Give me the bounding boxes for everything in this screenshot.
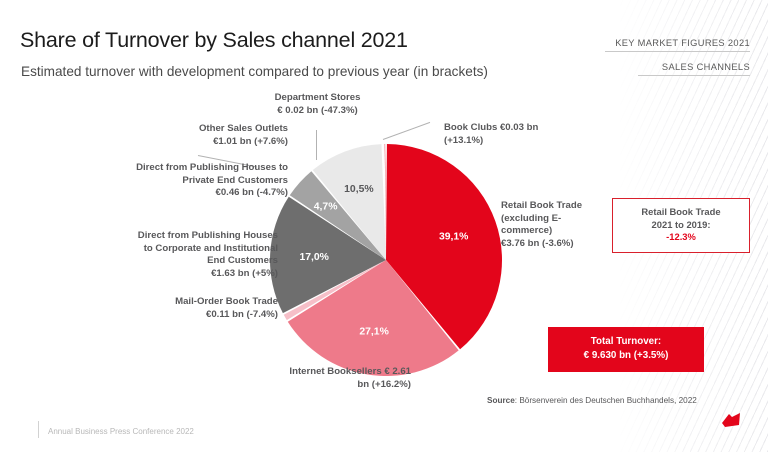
total-turnover-label: Total Turnover:	[590, 336, 662, 347]
callout-retail-book-trade-line2: (excluding E-	[501, 212, 562, 224]
callout-department-stores-line2: € 0.02 bn (-47.3%)	[277, 104, 358, 116]
callout-direct-corporate-line3: End Customers	[207, 255, 278, 267]
total-turnover-box: Total Turnover: € 9.630 bn (+3.5%)	[548, 327, 704, 373]
callout-internet-booksellers: Internet Booksellers € 2.61 bn (+16.2%)	[245, 366, 411, 391]
leader-line-department-stores	[316, 130, 317, 160]
callout-direct-private-line2: Private End Customers	[182, 174, 288, 186]
callout-mail-order-line2: €0.11 bn (-7.4%)	[206, 308, 278, 320]
callout-book-clubs-line2: (+13.1%)	[444, 134, 484, 146]
callout-retail-book-trade-line1: Retail Book Trade	[501, 200, 583, 211]
pie-slice-percent-label: 10,5%	[344, 184, 373, 195]
callout-mail-order-line1: Mail-Order Book Trade	[175, 296, 278, 307]
callout-retail-book-trade-line4: €3.76 bn (-3.6%)	[501, 237, 574, 249]
callout-direct-private-line1: Direct from Publishing Houses to	[136, 162, 288, 173]
callout-internet-booksellers-line2: bn (+16.2%)	[357, 378, 411, 390]
page-subtitle: Estimated turnover with development comp…	[21, 64, 488, 79]
callout-retail-book-trade: Retail Book Trade (excluding E- commerce…	[501, 200, 611, 251]
callout-direct-corporate-end-customers: Direct from Publishing Houses to Corpora…	[48, 230, 278, 281]
comparison-box-value: -12.3%	[666, 231, 696, 243]
callout-other-sales-outlets: Other Sales Outlets €1.01 bn (+7.6%)	[88, 123, 288, 148]
pie-slice	[386, 144, 502, 350]
footer-conference-label: Annual Business Press Conference 2022	[48, 427, 194, 436]
callout-book-clubs-line1: Book Clubs €0.03 bn	[444, 122, 539, 133]
pie-slice	[283, 260, 386, 321]
pie-slice	[287, 260, 459, 376]
callout-direct-private-line3: €0.46 bn (-4.7%)	[215, 187, 288, 199]
callout-department-stores-line1: Department Stores	[274, 92, 361, 103]
pie-slice	[384, 144, 386, 260]
pie-slice-percent-label: 39,1%	[439, 232, 468, 243]
callout-direct-corporate-line2: to Corporate and Institutional	[143, 242, 278, 254]
leader-line-book-clubs	[382, 121, 431, 140]
pie-chart-svg: 39,1%27,1%1,1%17,0%4,7%10,5%0,2%0,3%	[269, 144, 502, 376]
pie-chart: 39,1%27,1%1,1%17,0%4,7%10,5%0,2%0,3%	[268, 142, 504, 378]
pie-slice-percent-label: 17,0%	[299, 252, 328, 263]
pie-slice	[289, 171, 386, 260]
boersenverein-logo-icon	[722, 413, 740, 427]
pie-slice	[312, 144, 386, 260]
total-turnover-value: € 9.630 bn (+3.5%)	[583, 350, 669, 362]
callout-direct-corporate-line1: Direct from Publishing Houses	[137, 230, 278, 241]
pie-label-group: 39,1%27,1%1,1%17,0%4,7%10,5%0,2%0,3%	[299, 184, 468, 338]
pie-slice-percent-label: 27,1%	[359, 327, 388, 338]
callout-mail-order-book-trade: Mail-Order Book Trade €0.11 bn (-7.4%)	[78, 296, 278, 321]
source-note: Source: Börsenverein des Deutschen Buchh…	[487, 396, 697, 405]
callout-other-sales-outlets-line2: €1.01 bn (+7.6%)	[213, 135, 288, 147]
callout-book-clubs: Book Clubs €0.03 bn (+13.1%)	[444, 122, 574, 147]
footer-divider	[38, 421, 39, 438]
comparison-box-line2: 2021 to 2019:	[651, 218, 711, 230]
callout-other-sales-outlets-line1: Other Sales Outlets	[198, 123, 288, 134]
comparison-box-line1: Retail Book Trade	[641, 206, 721, 217]
pie-slice-group	[269, 144, 502, 376]
callout-retail-book-trade-line3: commerce)	[501, 225, 553, 237]
source-text: : Börsenverein des Deutschen Buchhandels…	[514, 396, 697, 405]
pie-slice	[269, 196, 386, 314]
eyebrow-sales-channels: SALES CHANNELS	[638, 62, 750, 76]
eyebrow-key-market-figures: KEY MARKET FIGURES 2021	[605, 38, 750, 52]
callout-direct-corporate-line4: €1.63 bn (+5%)	[211, 267, 278, 279]
comparison-box-retail-2021-to-2019: Retail Book Trade 2021 to 2019: -12.3%	[612, 198, 750, 254]
source-label: Source	[487, 396, 515, 405]
callout-internet-booksellers-line1: Internet Booksellers € 2.61	[289, 366, 411, 377]
callout-direct-private-end-customers: Direct from Publishing Houses to Private…	[58, 162, 288, 200]
page-title: Share of Turnover by Sales channel 2021	[20, 28, 408, 52]
callout-department-stores: Department Stores € 0.02 bn (-47.3%)	[245, 92, 390, 117]
pie-slice-percent-label: 4,7%	[314, 201, 338, 212]
